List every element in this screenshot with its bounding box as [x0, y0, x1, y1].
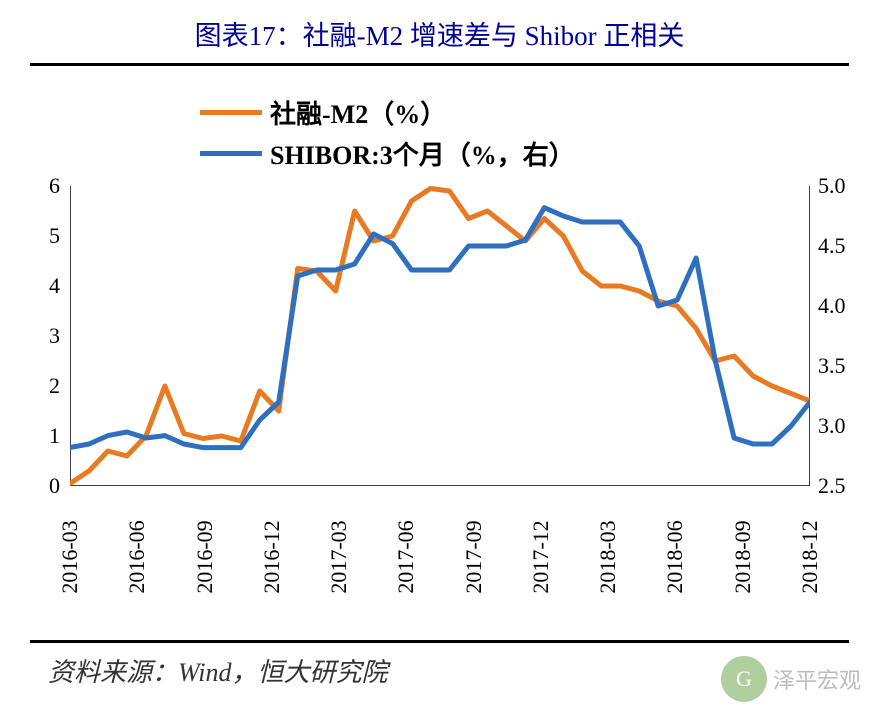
x-tick: 2017-03 — [326, 513, 352, 601]
plot-svg — [70, 186, 810, 486]
chart-title: 图表17：社融-M2 增速差与 Shibor 正相关 — [0, 0, 879, 63]
y-left-tick: 4 — [30, 273, 60, 299]
watermark-icon: G — [721, 656, 767, 702]
x-tick: 2016-12 — [259, 513, 285, 601]
y-right-tick: 4.5 — [818, 233, 846, 259]
x-tick: 2018-06 — [662, 513, 688, 601]
y-left-tick: 3 — [30, 323, 60, 349]
source-text: 资料来源：Wind，恒大研究院 — [48, 652, 387, 689]
y-left-tick: 5 — [30, 223, 60, 249]
legend-item-2: SHIBOR:3个月（%，右） — [200, 135, 575, 172]
y-right-tick: 5.0 — [818, 173, 846, 199]
series-line — [70, 189, 810, 484]
legend-swatch-2 — [200, 151, 262, 156]
y-right-tick: 3.0 — [818, 413, 846, 439]
legend-swatch-1 — [200, 110, 262, 115]
y-left-tick: 1 — [30, 423, 60, 449]
y-left-tick: 6 — [30, 173, 60, 199]
title-divider — [30, 63, 849, 66]
x-tick: 2016-06 — [124, 513, 150, 601]
footer-divider — [30, 640, 849, 643]
y-left-tick: 2 — [30, 373, 60, 399]
y-left-tick: 0 — [30, 473, 60, 499]
legend: 社融-M2（%） SHIBOR:3个月（%，右） — [200, 94, 575, 176]
series-line — [70, 208, 810, 448]
x-tick: 2018-03 — [595, 513, 621, 601]
chart-area: 社融-M2（%） SHIBOR:3个月（%，右） 0 1 2 3 4 5 6 2.5 3.0 3… — [30, 86, 849, 626]
legend-label-1: 社融-M2（%） — [270, 94, 446, 131]
x-tick: 2018-12 — [797, 513, 823, 601]
watermark: G 泽平宏观 — [721, 656, 861, 702]
y-right-tick: 4.0 — [818, 293, 846, 319]
x-tick: 2017-09 — [461, 513, 487, 601]
legend-label-2: SHIBOR:3个月（%，右） — [270, 135, 575, 172]
x-tick: 2018-09 — [730, 513, 756, 601]
y-right-tick: 3.5 — [818, 353, 846, 379]
x-tick: 2016-03 — [57, 513, 83, 601]
x-tick: 2016-09 — [192, 513, 218, 601]
x-tick: 2017-12 — [528, 513, 554, 601]
legend-item-1: 社融-M2（%） — [200, 94, 575, 131]
x-tick: 2017-06 — [393, 513, 419, 601]
watermark-text: 泽平宏观 — [773, 663, 861, 695]
y-right-tick: 2.5 — [818, 473, 846, 499]
